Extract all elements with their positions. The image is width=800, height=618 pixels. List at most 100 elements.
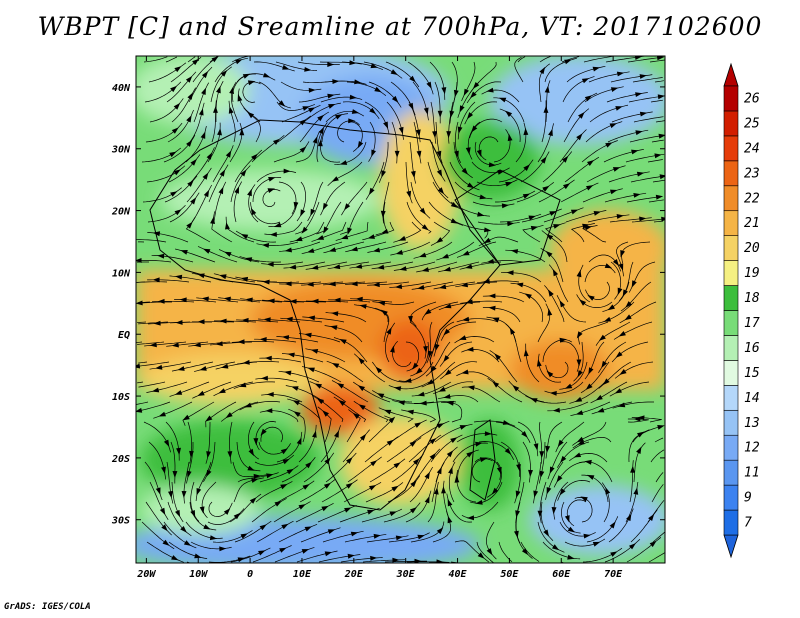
- streamline-arrow: [295, 236, 303, 242]
- streamline-arrow: [223, 296, 231, 302]
- streamline-arrow: [547, 308, 553, 316]
- streamline-arrow: [427, 350, 433, 359]
- streamline-arrow: [279, 547, 287, 553]
- colorbar-label: 21: [744, 216, 760, 231]
- streamline-arrow: [213, 105, 218, 113]
- streamline-arrow: [302, 484, 310, 490]
- streamline-arrow: [330, 325, 338, 331]
- streamline: [632, 77, 663, 83]
- streamline: [295, 201, 320, 235]
- streamline-arrow: [637, 415, 645, 421]
- streamline-arrow: [467, 182, 475, 189]
- streamline-arrow: [560, 455, 567, 463]
- streamline-arrow: [635, 130, 643, 136]
- streamline-arrow: [593, 211, 601, 216]
- streamline-arrow: [211, 56, 219, 63]
- streamline-arrow: [564, 383, 573, 389]
- streamline: [316, 201, 342, 235]
- streamline-arrow: [533, 490, 539, 498]
- streamline-arrow: [334, 430, 339, 438]
- streamline-arrow: [515, 490, 521, 498]
- streamline-arrow: [200, 131, 206, 139]
- colorbar-segment: [723, 335, 739, 361]
- lat-label: 20S: [111, 454, 130, 465]
- streamline: [578, 321, 609, 345]
- streamline-arrow: [483, 237, 491, 244]
- streamline-arrow: [636, 446, 642, 454]
- streamline-arrow: [564, 515, 570, 523]
- streamline-arrow: [259, 337, 267, 342]
- streamline-arrow: [616, 214, 624, 219]
- streamline-arrow: [282, 64, 290, 70]
- streamline-arrow: [450, 437, 458, 443]
- streamline-arrow: [323, 226, 329, 234]
- streamlines: [136, 56, 665, 563]
- streamline-arrow: [546, 487, 552, 495]
- streamline-arrow: [372, 247, 381, 253]
- streamline-arrow: [563, 183, 571, 190]
- streamline-arrow: [395, 249, 403, 255]
- streamline-arrow: [576, 133, 583, 141]
- streamline-arrow: [287, 352, 295, 358]
- streamline: [165, 56, 178, 63]
- colorbar-segment: [723, 85, 739, 112]
- streamline-arrow: [543, 529, 549, 537]
- streamline-arrow: [217, 128, 222, 136]
- streamline-arrow: [197, 273, 205, 279]
- streamline-arrow: [308, 107, 316, 113]
- streamline-arrow: [202, 172, 209, 180]
- streamline-arrow: [197, 390, 205, 396]
- streamline-arrow: [465, 264, 473, 269]
- streamline-arrow: [201, 296, 209, 302]
- streamline-arrow: [441, 253, 449, 259]
- streamline-arrow: [409, 75, 416, 83]
- streamline-arrow: [617, 287, 623, 295]
- colorbar-segment: [723, 210, 739, 236]
- streamline-arrow: [486, 548, 493, 556]
- streamline-arrow: [328, 104, 336, 109]
- arabia-outline: [454, 169, 561, 266]
- streamline-arrow: [443, 266, 451, 272]
- streamline-arrow: [410, 170, 416, 179]
- streamline-arrow: [173, 169, 181, 176]
- lon-label: 70E: [604, 569, 623, 580]
- streamline-arrow: [436, 150, 442, 159]
- streamline-arrow: [177, 366, 185, 371]
- streamline-arrow: [444, 303, 452, 309]
- streamline-arrow: [247, 80, 256, 86]
- streamline: [647, 159, 663, 163]
- streamline-arrow: [620, 250, 625, 258]
- lon-label: 0: [247, 569, 253, 580]
- streamline-arrow: [215, 341, 223, 347]
- streamline-arrow: [476, 149, 482, 157]
- streamline-arrow: [284, 281, 292, 287]
- streamline-arrow: [576, 359, 582, 367]
- streamline-arrow: [477, 552, 485, 559]
- streamline-arrow: [507, 133, 513, 142]
- streamline-arrow: [391, 95, 399, 103]
- streamline: [655, 120, 665, 123]
- streamline-arrow: [472, 82, 480, 89]
- streamline-arrow: [186, 115, 192, 123]
- field-patch-sw: [140, 485, 260, 535]
- colorbar-segment: [723, 160, 739, 187]
- streamline-arrow: [308, 87, 316, 93]
- streamline-arrow: [443, 328, 450, 336]
- map-frame: [135, 55, 666, 564]
- streamline-arrow: [304, 67, 312, 72]
- colorbar-segment: [723, 409, 739, 436]
- streamline-arrow: [292, 400, 300, 406]
- streamline-arrow: [444, 369, 452, 376]
- streamline-arrow: [233, 512, 241, 520]
- streamline-arrow: [274, 222, 282, 228]
- streamline-arrow: [388, 416, 396, 424]
- streamline-arrow: [583, 533, 591, 539]
- streamline-arrow: [344, 507, 352, 513]
- streamline-arrow: [576, 331, 583, 339]
- streamline-arrow: [424, 308, 432, 315]
- lat-label: 10S: [112, 392, 130, 403]
- streamline-arrow: [170, 191, 178, 197]
- streamline: [631, 218, 665, 223]
- streamline: [187, 56, 196, 63]
- streamline-arrow: [610, 189, 618, 195]
